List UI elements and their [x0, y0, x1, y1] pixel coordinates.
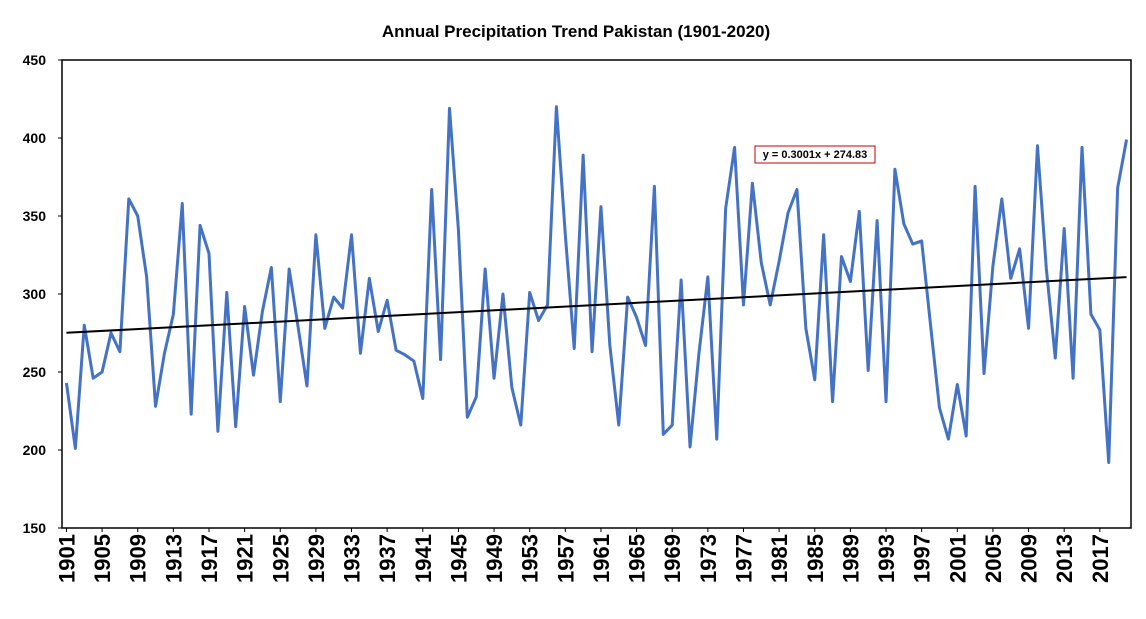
x-tick-label: 1933 — [340, 534, 365, 583]
x-tick-label: 1949 — [482, 534, 507, 583]
x-tick-label: 2009 — [1017, 534, 1042, 583]
x-tick-label: 1985 — [803, 534, 828, 583]
x-tick-label: 2013 — [1052, 534, 1077, 583]
x-tick-label: 1965 — [625, 534, 650, 583]
x-tick-label: 1953 — [518, 534, 543, 583]
x-tick-label: 1969 — [660, 534, 685, 583]
x-tick-label: 1945 — [446, 534, 471, 583]
x-tick-label: 1921 — [233, 534, 258, 583]
y-tick-label: 450 — [23, 52, 47, 68]
x-tick-label: 1941 — [411, 534, 436, 583]
y-tick-label: 200 — [23, 442, 47, 458]
x-tick-label: 2017 — [1088, 534, 1113, 583]
data-line — [64, 105, 1129, 464]
x-tick-label: 2001 — [945, 534, 970, 583]
x-tick-label: 1901 — [54, 534, 79, 583]
y-tick-label: 150 — [23, 520, 47, 536]
chart-title: Annual Precipitation Trend Pakistan (190… — [382, 22, 770, 41]
x-tick-label: 1909 — [126, 534, 151, 583]
x-tick-label: 1925 — [268, 534, 293, 583]
x-tick-label: 1977 — [731, 534, 756, 583]
x-tick-label: 1913 — [161, 534, 186, 583]
x-tick-label: 1993 — [874, 534, 899, 583]
x-tick-label: 2005 — [981, 534, 1006, 583]
x-tick-label: 1981 — [767, 534, 792, 583]
y-tick-label: 400 — [23, 130, 47, 146]
x-tick-label: 1961 — [589, 534, 614, 583]
y-tick-label: 300 — [23, 286, 47, 302]
trendline-label-box — [754, 145, 876, 164]
x-tick-label: 1989 — [838, 534, 863, 583]
x-tick-label: 1957 — [553, 534, 578, 583]
y-tick-label: 250 — [23, 364, 47, 380]
x-tick-label: 1973 — [696, 534, 721, 583]
trendline-label: y = 0.3001x + 274.83 — [763, 149, 868, 161]
x-tick-label: 1905 — [90, 534, 115, 583]
x-tick-label: 1917 — [197, 534, 222, 583]
x-tick-label: 1929 — [304, 534, 329, 583]
x-tick-label: 1997 — [910, 534, 935, 583]
x-tick-label: 1937 — [375, 534, 400, 583]
y-tick-label: 350 — [23, 208, 47, 224]
trendline — [66, 276, 1127, 334]
